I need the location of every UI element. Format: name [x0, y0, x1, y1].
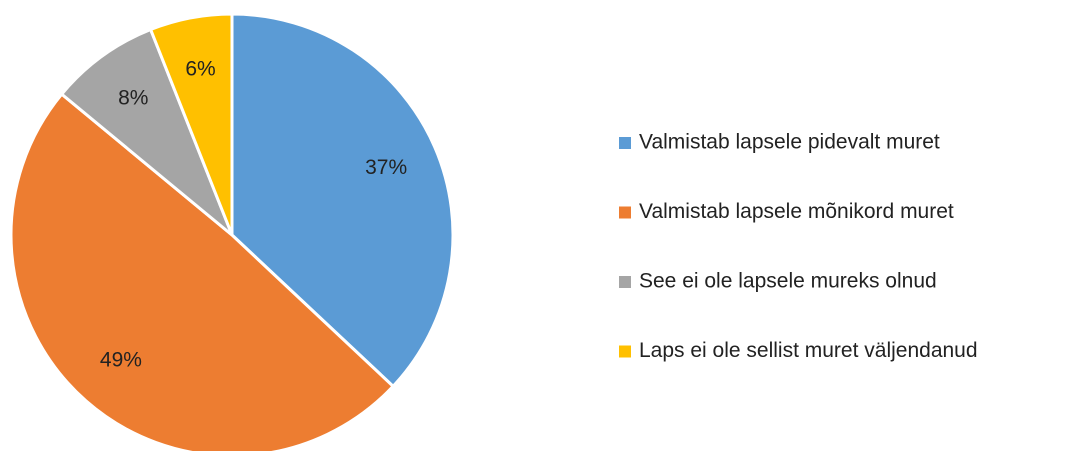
data-label: 6%: [185, 58, 215, 81]
legend-label: Valmistab lapsele pidevalt muret: [639, 131, 940, 154]
pie-slice: [59, 27, 234, 237]
legend-label: Valmistab lapsele mõnikord muret: [639, 200, 954, 223]
pie-slice: [230, 12, 455, 389]
legend-marker: [619, 345, 631, 358]
legend-marker: [619, 137, 631, 149]
legend-label: Laps ei ole sellist muret väljendanud: [639, 339, 978, 362]
pie-slice: [9, 92, 396, 451]
pie-slice: [148, 12, 234, 236]
data-label: 37%: [365, 156, 407, 179]
legend-marker: [619, 276, 631, 288]
legend-label: See ei ole lapsele mureks olnud: [639, 270, 937, 293]
data-label: 49%: [100, 349, 142, 372]
data-label: 8%: [118, 87, 148, 110]
legend-marker: [619, 206, 631, 219]
